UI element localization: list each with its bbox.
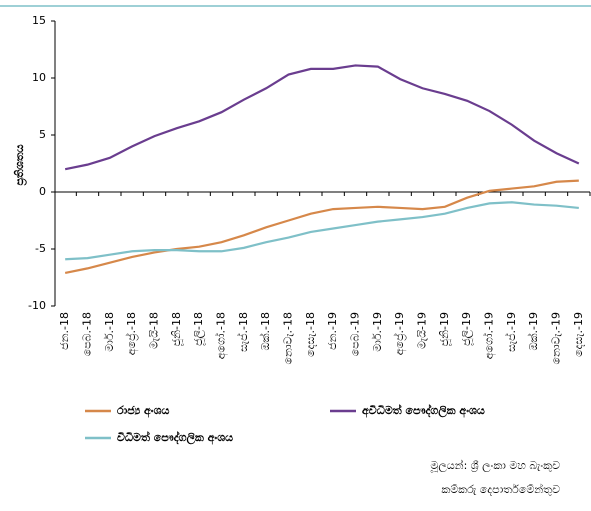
y-tick-label: 5: [39, 128, 46, 141]
x-tick-label: ජූනි-18: [170, 312, 183, 347]
x-tick-label: දෙසැ.-19: [572, 312, 585, 357]
x-tick-label: අගෝ.-19: [482, 312, 497, 359]
x-tick-label: නොවැ.-18: [282, 312, 295, 364]
series-line: [64, 179, 579, 275]
x-tick-label: ජූලි-19: [460, 312, 474, 346]
x-tick-label: ඔක්.-18: [258, 312, 272, 351]
legend-label: රාජ්‍ය අංශය: [117, 404, 169, 418]
x-tick-label: ජන.-18: [58, 312, 71, 350]
x-tick-label: පෙබ.-19: [349, 312, 362, 356]
source: මූලයන්: ශ්‍රී ලංකා මහ බැංකුව: [430, 458, 560, 473]
legend-label: විධිමත් පෞද්ගලික අංශය: [117, 430, 233, 446]
y-tick-label: -5: [35, 242, 46, 255]
y-tick-label: -10: [28, 299, 46, 312]
x-tick-label: නොවැ.-19: [550, 312, 563, 364]
y-axis-label: ප්‍රතිශතය: [13, 144, 27, 186]
series-line: [64, 64, 580, 171]
x-tick-label: අප්‍රේ.-18: [124, 312, 139, 355]
x-tick-label: දෙසැ.-18: [304, 312, 317, 357]
x-tick-label: පෙබ.-18: [81, 312, 94, 356]
x-tick-label: මැයි-19: [416, 312, 429, 349]
x-tick-label: ඔක්.-19: [526, 312, 540, 351]
series-line: [65, 201, 579, 261]
y-tick-label: 0: [39, 185, 46, 198]
x-tick-label: ජූලි-18: [192, 312, 206, 346]
x-tick-label: මාර්.-18: [103, 312, 116, 352]
x-tick-label: සැප්.-19: [504, 312, 518, 352]
x-tick-label: ජන.-19: [326, 312, 339, 350]
x-tick-label: මාර්.-19: [371, 312, 384, 352]
x-tick-label: මැයි-18: [148, 312, 161, 349]
x-tick-label: අගෝ.-18: [214, 312, 229, 359]
legend-label: අවිධිමත් පෞද්ගලික අංශය: [362, 403, 485, 419]
y-tick-label: 15: [32, 14, 46, 27]
y-tick-label: 10: [32, 71, 46, 84]
source: කම්කරු දෙපාර්තමේන්තුව: [441, 482, 560, 496]
x-tick-label: අප්‍රේ.-19: [392, 312, 407, 355]
x-tick-label: ජූනි-19: [438, 312, 451, 347]
x-tick-label: සැප්.-18: [236, 312, 250, 352]
